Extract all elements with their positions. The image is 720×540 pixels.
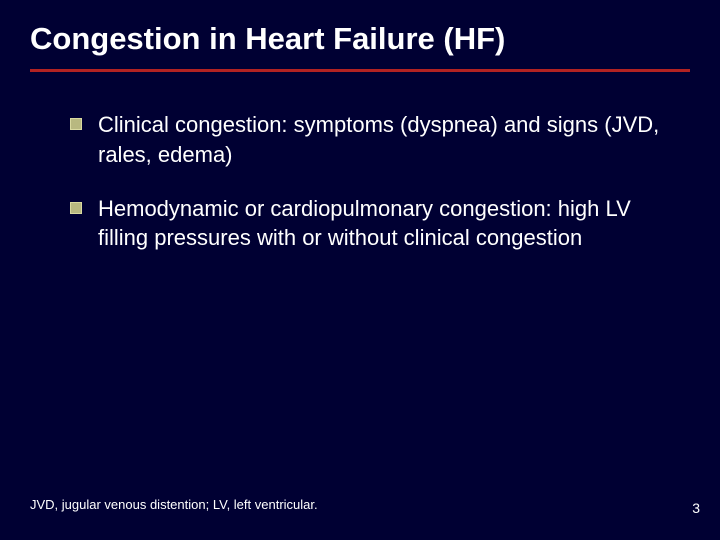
square-bullet-icon (70, 118, 82, 130)
page-number: 3 (692, 500, 700, 516)
body-region: Clinical congestion: symptoms (dyspnea) … (0, 82, 720, 540)
bullet-text: Clinical congestion: symptoms (dyspnea) … (98, 110, 670, 169)
title-region: Congestion in Heart Failure (HF) (0, 0, 720, 82)
list-item: Clinical congestion: symptoms (dyspnea) … (70, 110, 670, 169)
footnote: JVD, jugular venous distention; LV, left… (30, 497, 318, 512)
slide: Congestion in Heart Failure (HF) Clinica… (0, 0, 720, 540)
slide-title: Congestion in Heart Failure (HF) (30, 20, 690, 57)
list-item: Hemodynamic or cardiopulmonary congestio… (70, 194, 670, 253)
title-rule (30, 69, 690, 72)
bullet-text: Hemodynamic or cardiopulmonary congestio… (98, 194, 670, 253)
square-bullet-icon (70, 202, 82, 214)
